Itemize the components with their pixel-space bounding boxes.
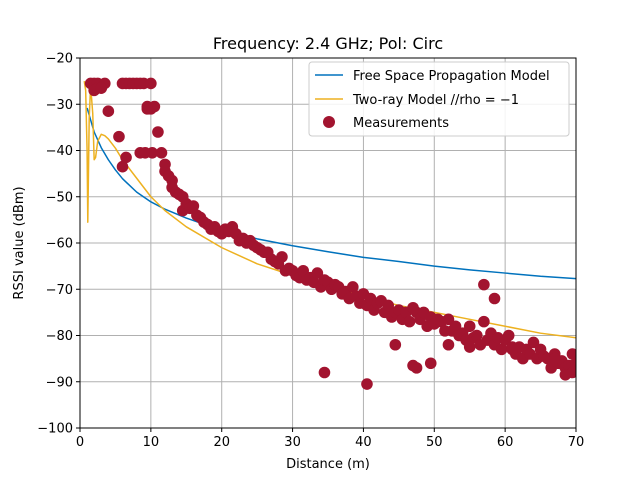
measurement-point xyxy=(442,313,455,326)
measurement-point xyxy=(389,338,402,351)
x-tick-label: 10 xyxy=(143,435,160,450)
measurement-point xyxy=(95,82,108,94)
y-tick-label: −40 xyxy=(46,144,73,159)
measurement-point xyxy=(548,352,561,365)
measurement-point xyxy=(116,160,129,173)
measurement-point xyxy=(361,378,373,390)
legend-label-free-space: Free Space Propagation Model xyxy=(353,69,550,84)
measurement-point xyxy=(527,336,540,349)
measurement-point xyxy=(478,315,490,328)
legend: Free Space Propagation Model Two-ray Mod… xyxy=(308,61,570,137)
measurement-point xyxy=(495,343,508,356)
measurement-point xyxy=(488,292,501,305)
x-tick-label: 0 xyxy=(76,435,84,450)
measurement-point xyxy=(442,338,455,351)
measurement-point xyxy=(566,348,576,360)
y-tick-label: −60 xyxy=(46,237,73,252)
x-axis-title: Distance (m) xyxy=(286,457,370,472)
x-tick-label: 30 xyxy=(284,435,301,450)
measurement-point xyxy=(407,359,419,372)
ticks: 0 10 20 30 40 50 60 70 −100 −90 −80 −70 −60 −50 −40 −30… xyxy=(37,52,584,451)
x-tick-label: 70 xyxy=(568,435,585,450)
y-tick-label: −50 xyxy=(46,190,73,205)
y-tick-label: −20 xyxy=(46,52,73,67)
measurement-point xyxy=(382,299,395,312)
y-tick-label: −30 xyxy=(46,98,73,113)
x-tick-label: 60 xyxy=(497,435,514,450)
measurement-point xyxy=(145,77,157,90)
y-axis-title: RSSI value (dBm) xyxy=(12,186,27,299)
series-layer xyxy=(83,77,576,390)
measurement-point xyxy=(502,329,515,342)
measurement-point xyxy=(297,264,310,277)
measurement-point xyxy=(187,200,200,212)
measurement-point xyxy=(152,126,164,138)
y-tick-label: −100 xyxy=(37,422,73,437)
y-tick-label: −80 xyxy=(46,329,73,344)
y-tick-label: −90 xyxy=(46,375,73,390)
x-tick-label: 40 xyxy=(355,435,372,450)
measurement-point xyxy=(146,147,159,159)
measurement-point xyxy=(113,130,125,143)
measurement-point xyxy=(155,147,168,159)
measurement-point xyxy=(347,281,359,293)
measurement-point xyxy=(478,278,490,291)
measurement-point xyxy=(276,251,288,263)
measurement-point xyxy=(120,151,132,164)
y-tick-label: −70 xyxy=(46,283,73,298)
measurement-point xyxy=(559,369,572,381)
measurement-point xyxy=(424,357,437,370)
measurement-point xyxy=(471,329,483,342)
measurement-point xyxy=(141,103,154,115)
legend-label-two-ray: Two-ray Model //rho = −1 xyxy=(352,93,519,108)
measurement-point xyxy=(463,341,476,353)
measurement-point xyxy=(134,147,147,159)
measurement-point xyxy=(318,366,331,379)
legend-label-measurements: Measurements xyxy=(353,116,449,131)
x-tick-label: 20 xyxy=(213,435,230,450)
legend-swatch-measurements xyxy=(323,116,335,128)
measurement-point xyxy=(403,315,416,328)
measurement-point xyxy=(311,267,324,279)
measurement-point xyxy=(449,320,462,333)
chart-title: Frequency: 2.4 GHz; Pol: Circ xyxy=(213,34,443,53)
measurement-point xyxy=(506,343,519,356)
measurement-point xyxy=(102,105,115,117)
x-tick-label: 50 xyxy=(426,435,443,450)
measurement-point xyxy=(570,359,576,372)
legend-box xyxy=(308,61,570,137)
measurement-point xyxy=(463,320,476,333)
